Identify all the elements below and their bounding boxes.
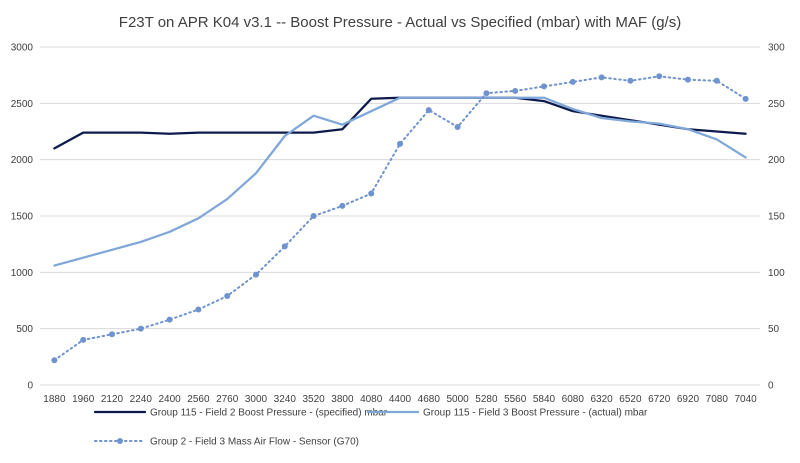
series-3-marker	[454, 123, 461, 130]
legend-label-3: Group 2 - Field 3 Mass Air Flow - Sensor…	[150, 437, 359, 448]
y-right-tick-label: 50	[768, 324, 780, 335]
y-right-tick-label: 200	[768, 155, 785, 166]
x-tick-label: 2560	[187, 394, 210, 405]
x-axis: 1880 1960 2120 2240 2400 2560 2760 3000 3240 3520…	[43, 394, 757, 405]
series-3-marker	[598, 74, 605, 81]
series-3-marker	[397, 140, 403, 147]
series-layer	[51, 73, 749, 364]
series-3-marker	[656, 73, 663, 80]
right-axis: 0 50 100 150 200 250 300	[768, 43, 785, 392]
x-tick-label: 1880	[43, 394, 66, 405]
y-left-tick-label: 2000	[11, 155, 34, 166]
x-tick-label: 3800	[331, 394, 354, 405]
series-3-marker	[685, 76, 691, 83]
x-tick-label: 6520	[619, 394, 642, 405]
x-tick-label: 3240	[274, 394, 297, 405]
x-tick-label: 5840	[533, 394, 556, 405]
legend: Group 115 - Field 2 Boost Pressure - (sp…	[93, 408, 648, 448]
y-left-tick-label: 1000	[11, 268, 34, 279]
series-3-marker	[310, 213, 317, 219]
y-left-tick-label: 3000	[11, 43, 34, 54]
x-tick-label: 2240	[130, 394, 153, 405]
legend-label-2: Group 115 - Field 3 Boost Pressure - (ac…	[423, 408, 648, 419]
series-3-marker	[541, 83, 547, 90]
x-tick-label: 5000	[446, 394, 469, 405]
series-3-marker	[425, 107, 432, 114]
series-line-3	[53, 75, 747, 362]
series-3-marker	[253, 271, 259, 278]
y-right-tick-label: 250	[768, 99, 785, 110]
series-3-marker	[627, 77, 634, 84]
y-left-tick-label: 0	[27, 381, 33, 392]
y-left-tick-label: 1500	[11, 212, 34, 223]
series-line-2	[53, 96, 747, 267]
gridlines	[40, 46, 760, 386]
x-tick-label: 7080	[706, 394, 729, 405]
series-3-marker	[713, 77, 720, 84]
series-3-marker	[166, 316, 173, 323]
series-3-marker	[80, 336, 87, 343]
x-tick-label: 4680	[418, 394, 441, 405]
left-axis: 0 500 1000 1500 2000 2500 3000	[11, 43, 34, 392]
legend-marker-3	[117, 438, 123, 444]
series-3-marker	[195, 306, 202, 313]
series-3-marker	[569, 78, 576, 85]
series-3-marker	[742, 95, 749, 102]
legend-label-1: Group 115 - Field 2 Boost Pressure - (sp…	[150, 408, 388, 419]
x-tick-label: 4080	[360, 394, 383, 405]
y-right-tick-label: 0	[768, 381, 774, 392]
y-left-tick-label: 2500	[11, 99, 34, 110]
x-tick-label: 2760	[216, 394, 239, 405]
x-tick-label: 6080	[562, 394, 585, 405]
x-tick-label: 3520	[302, 394, 325, 405]
x-tick-label: 5280	[475, 394, 498, 405]
series-3-marker	[109, 331, 115, 338]
x-tick-label: 6920	[677, 394, 700, 405]
y-left-tick-label: 500	[16, 324, 33, 335]
y-right-tick-label: 150	[768, 212, 785, 223]
x-tick-label: 4400	[389, 394, 412, 405]
series-3-marker	[512, 87, 519, 94]
chart-title: F23T on APR K04 v3.1 -- Boost Pressure -…	[119, 14, 681, 31]
x-tick-label: 2400	[158, 394, 181, 405]
x-tick-label: 5560	[504, 394, 527, 405]
x-tick-label: 2120	[101, 394, 124, 405]
series-3-marker	[281, 243, 288, 250]
x-tick-label: 3000	[245, 394, 268, 405]
series-3-marker	[51, 357, 58, 364]
y-right-tick-label: 100	[768, 268, 785, 279]
y-right-tick-label: 300	[768, 43, 785, 54]
x-tick-label: 1960	[72, 394, 95, 405]
series-3-marker	[368, 190, 375, 197]
x-tick-label: 7040	[734, 394, 757, 405]
x-tick-label: 6320	[590, 394, 613, 405]
series-3-marker	[483, 90, 490, 97]
series-3-marker	[339, 202, 346, 209]
series-3-marker	[224, 292, 231, 299]
x-tick-label: 6720	[648, 394, 671, 405]
series-3-marker	[137, 325, 144, 332]
